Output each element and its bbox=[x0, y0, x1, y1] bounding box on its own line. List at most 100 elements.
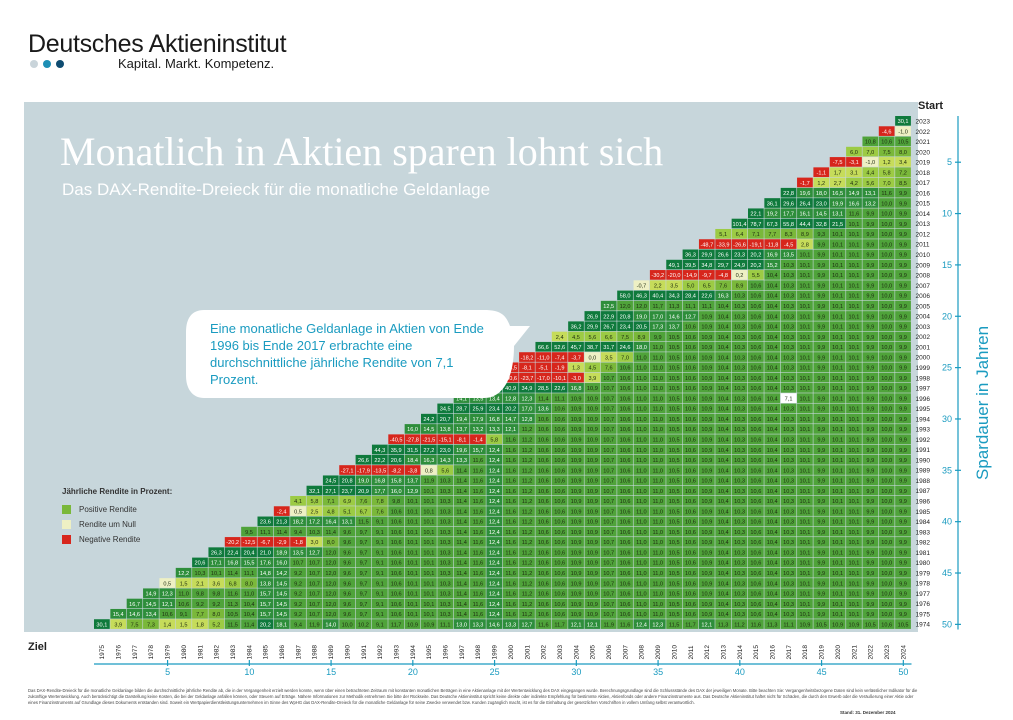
heatmap-cell bbox=[715, 424, 732, 434]
cell-value-label: 9,9 bbox=[817, 427, 825, 433]
heatmap-cell bbox=[519, 588, 535, 599]
cell-value-label: 9,9 bbox=[899, 417, 907, 423]
cell-value-label: 22,4 bbox=[227, 550, 238, 556]
heatmap-cell bbox=[568, 506, 584, 516]
heatmap-cell bbox=[846, 537, 862, 547]
heatmap-cell bbox=[797, 341, 813, 352]
cell-value-label: 10,6 bbox=[391, 612, 402, 618]
heatmap-cell bbox=[371, 567, 388, 578]
cell-value-label: 10,3 bbox=[440, 581, 451, 587]
heatmap-cell bbox=[862, 311, 879, 321]
heatmap-cell bbox=[682, 598, 699, 609]
heatmap-cell bbox=[126, 598, 143, 609]
end-year-tick: 1977 bbox=[132, 645, 139, 660]
cell-value-label: 10,1 bbox=[799, 314, 810, 320]
heatmap-cell bbox=[698, 270, 715, 280]
start-year-tick: 1999 bbox=[916, 365, 931, 372]
heatmap-cell bbox=[649, 578, 666, 588]
cell-value-label: 9,1 bbox=[376, 540, 384, 546]
cell-value-label: 5,6 bbox=[866, 181, 874, 187]
start-year-tick: 2011 bbox=[916, 242, 930, 249]
heatmap-cell bbox=[780, 619, 797, 629]
cell-value-label: 9,8 bbox=[212, 592, 220, 598]
heatmap-cell bbox=[797, 372, 813, 383]
heatmap-cell bbox=[273, 567, 290, 578]
cell-value-label: 10,0 bbox=[881, 592, 892, 598]
heatmap-cell bbox=[584, 383, 601, 393]
cell-value-label: 10,3 bbox=[783, 571, 794, 577]
heatmap-cell bbox=[437, 403, 454, 414]
heatmap-cell bbox=[682, 383, 699, 393]
cell-value-label: 10,6 bbox=[538, 499, 549, 505]
cell-value-label: 11,6 bbox=[505, 612, 515, 618]
heatmap-cell bbox=[322, 567, 339, 578]
cell-value-label: 10,6 bbox=[750, 520, 761, 526]
heatmap-cell bbox=[715, 588, 732, 599]
start-year-tick: 2018 bbox=[916, 170, 931, 177]
heatmap-cell bbox=[600, 444, 617, 455]
cell-value-label: -30,2 bbox=[651, 273, 664, 279]
cell-value-label: 10,4 bbox=[767, 438, 778, 444]
cell-value-label: 10,6 bbox=[620, 407, 631, 413]
cell-value-label: 9,9 bbox=[899, 509, 907, 515]
heatmap-cell bbox=[780, 218, 797, 229]
heatmap-cell bbox=[584, 444, 601, 455]
heatmap-cell bbox=[617, 362, 633, 373]
cell-value-label: 10,5 bbox=[669, 612, 680, 618]
heatmap-cell bbox=[502, 598, 519, 609]
cell-value-label: 10,3 bbox=[734, 294, 745, 300]
heatmap-cell bbox=[600, 578, 617, 588]
heatmap-cell bbox=[470, 434, 486, 445]
heatmap-cell bbox=[224, 578, 241, 588]
cell-value-label: -11,0 bbox=[537, 355, 549, 361]
heatmap-cell bbox=[453, 598, 470, 609]
cell-value-label: 11,4 bbox=[456, 561, 466, 567]
heatmap-cell bbox=[584, 331, 601, 342]
heatmap-cell bbox=[846, 495, 862, 506]
cell-value-label: 15,2 bbox=[767, 263, 778, 269]
cell-value-label: -14,9 bbox=[684, 273, 697, 279]
cell-value-label: -17,0 bbox=[537, 376, 550, 382]
heatmap-cell bbox=[846, 619, 862, 629]
heatmap-cell bbox=[224, 537, 241, 547]
heatmap-cell bbox=[666, 465, 682, 475]
heatmap-cell bbox=[502, 495, 519, 506]
heatmap-cell bbox=[551, 547, 568, 558]
cell-value-label: 10,1 bbox=[423, 509, 434, 515]
legend-item-negative: Negative Rendite bbox=[62, 535, 140, 545]
cell-value-label: -5,1 bbox=[539, 366, 549, 372]
heatmap-cell bbox=[355, 475, 372, 486]
heatmap-cell bbox=[698, 526, 715, 537]
cell-value-label: 13,8 bbox=[260, 581, 271, 587]
heatmap-cell bbox=[617, 578, 633, 588]
heatmap-cell bbox=[404, 567, 421, 578]
heatmap-cell bbox=[306, 608, 323, 619]
heatmap-cell bbox=[371, 495, 388, 506]
cell-value-label: -10,1 bbox=[553, 376, 566, 382]
heatmap-cell bbox=[748, 454, 764, 465]
cell-value-label: 11,2 bbox=[522, 540, 532, 546]
cell-value-label: 9,9 bbox=[899, 540, 907, 546]
heatmap-cell bbox=[470, 567, 486, 578]
cell-value-label: 11,0 bbox=[636, 468, 646, 474]
heatmap-cell bbox=[453, 434, 470, 445]
cell-value-label: 11,0 bbox=[653, 376, 663, 382]
cell-value-label: 9,9 bbox=[817, 417, 825, 423]
cell-value-label: 5,6 bbox=[588, 335, 596, 341]
heatmap-cell bbox=[731, 280, 748, 290]
cell-value-label: 10,1 bbox=[832, 571, 843, 577]
heatmap-cell bbox=[388, 608, 405, 619]
heatmap-cell bbox=[813, 619, 830, 629]
heatmap-cell bbox=[878, 516, 895, 527]
heatmap-cell bbox=[764, 413, 781, 424]
end-year-tick: 2012 bbox=[704, 645, 711, 660]
heatmap-cell bbox=[584, 495, 601, 506]
cell-value-label: 14,1 bbox=[456, 396, 467, 402]
heatmap-cell bbox=[519, 495, 535, 506]
heatmap-cell bbox=[306, 578, 323, 588]
cell-value-label: 11,6 bbox=[505, 550, 515, 556]
heatmap-cell bbox=[846, 506, 862, 516]
duration-tick-label-vertical: 45 bbox=[942, 568, 952, 578]
cell-value-label: 9,9 bbox=[899, 520, 907, 526]
heatmap-cell bbox=[584, 434, 601, 445]
